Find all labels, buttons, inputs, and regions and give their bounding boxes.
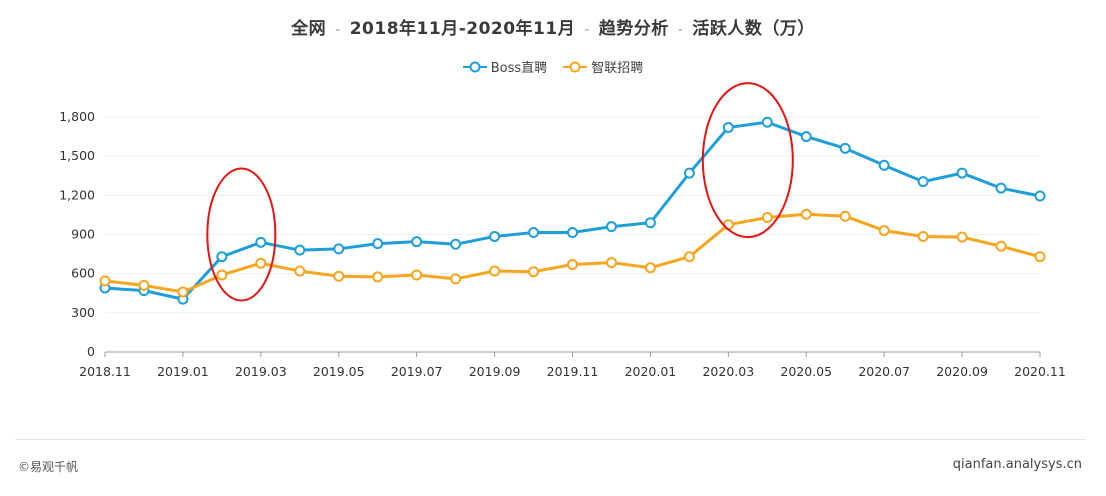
title-metric: 活跃人数（万） xyxy=(692,19,815,39)
data-point-boss xyxy=(683,167,695,179)
data-point-zhilian xyxy=(333,270,345,282)
data-point-zhilian xyxy=(878,225,890,237)
data-point-zhilian xyxy=(216,269,228,281)
data-point-boss xyxy=(644,217,656,229)
x-tick-label: 2020.11 xyxy=(1014,364,1066,379)
data-point-zhilian xyxy=(605,257,617,269)
data-point-zhilian xyxy=(839,210,851,222)
data-point-zhilian xyxy=(450,273,462,285)
data-point-boss xyxy=(372,238,384,250)
data-point-boss xyxy=(956,167,968,179)
y-tick-label: 0 xyxy=(87,344,95,359)
data-point-boss xyxy=(800,131,812,143)
data-point-boss xyxy=(722,121,734,133)
legend-item-boss[interactable]: Boss直聘 xyxy=(462,57,548,76)
legend-label-boss: Boss直聘 xyxy=(490,61,548,76)
data-point-zhilian xyxy=(99,275,111,287)
footer-divider xyxy=(15,439,1086,440)
data-point-boss xyxy=(450,238,462,250)
data-point-boss xyxy=(839,142,851,154)
data-point-zhilian xyxy=(294,265,306,277)
data-point-zhilian xyxy=(177,286,189,298)
y-tick-label: 900 xyxy=(71,227,95,242)
data-point-zhilian xyxy=(917,230,929,242)
title-separator: - xyxy=(584,22,590,38)
data-point-zhilian xyxy=(372,271,384,283)
data-point-boss xyxy=(333,243,345,255)
data-point-zhilian xyxy=(761,212,773,224)
data-point-boss xyxy=(605,221,617,233)
data-point-zhilian xyxy=(138,279,150,291)
legend-marker-zhilian-icon xyxy=(563,61,588,72)
annotation-ellipse-2019 xyxy=(206,167,277,302)
data-point-boss xyxy=(995,182,1007,194)
x-tick-label: 2020.09 xyxy=(936,364,988,379)
x-tick-label: 2020.01 xyxy=(625,364,677,379)
data-point-zhilian xyxy=(683,251,695,263)
x-tick-label: 2019.11 xyxy=(547,364,599,379)
data-point-zhilian xyxy=(255,257,267,269)
y-tick-label: 300 xyxy=(71,305,95,320)
data-point-boss xyxy=(528,227,540,239)
data-point-boss xyxy=(216,251,228,263)
data-point-boss xyxy=(1034,190,1046,202)
data-point-boss xyxy=(761,116,773,128)
data-point-boss xyxy=(567,227,578,239)
data-point-boss xyxy=(489,230,501,242)
series-line-boss xyxy=(104,120,1041,301)
data-point-zhilian xyxy=(1034,251,1046,263)
annotation-ellipse-2020 xyxy=(701,82,794,239)
legend-label-zhilian: 智联招聘 xyxy=(591,61,644,76)
data-point-boss xyxy=(878,159,890,171)
data-point-boss xyxy=(255,236,267,248)
x-tick-label: 2020.07 xyxy=(858,364,910,379)
title-separator: - xyxy=(677,22,684,38)
title-analysis: 趋势分析 xyxy=(598,19,669,39)
footer-source-link[interactable]: qianfan.analysys.cn xyxy=(952,457,1082,472)
y-tick-label: 1,500 xyxy=(59,148,95,163)
x-tick-label: 2020.03 xyxy=(702,364,754,379)
data-point-boss xyxy=(917,176,929,188)
legend-item-zhilian[interactable]: 智联招聘 xyxy=(563,57,643,76)
x-tick-label: 2019.07 xyxy=(391,364,443,379)
data-point-boss xyxy=(411,236,423,248)
x-tick-label: 2018.11 xyxy=(79,364,131,379)
title-period: 2018年11月-2020年11月 xyxy=(349,19,576,39)
line-chart: 0 300 600 900 1,200 1,500 1,800 2018.11 2019.01 2… xyxy=(59,82,1066,379)
data-point-zhilian xyxy=(489,265,501,277)
footer-copyright: ©易观千帆 xyxy=(18,460,79,474)
x-tick-label: 2019.01 xyxy=(157,364,209,379)
data-point-boss xyxy=(294,244,306,256)
x-tick-label: 2019.03 xyxy=(235,364,287,379)
chart-legend: Boss直聘 智联招聘 xyxy=(0,57,1106,77)
x-tick-label: 2020.05 xyxy=(780,364,832,379)
data-point-zhilian xyxy=(995,240,1007,252)
data-point-zhilian xyxy=(644,262,656,274)
data-point-zhilian xyxy=(411,269,423,281)
y-tick-label: 1,200 xyxy=(59,187,95,202)
title-scope: 全网 xyxy=(291,19,327,39)
data-point-zhilian xyxy=(800,208,812,220)
x-tick-label: 2019.09 xyxy=(469,364,521,379)
y-tick-label: 600 xyxy=(71,266,95,281)
data-point-zhilian xyxy=(956,231,968,243)
data-point-zhilian xyxy=(567,259,578,271)
chart-title: 全网 -2018年11月-2020年11月 - 趋势分析 - 活跃人数（万） xyxy=(0,14,1106,39)
title-separator: - xyxy=(335,22,341,38)
series-line-zhilian xyxy=(104,212,1041,294)
x-tick-label: 2019.05 xyxy=(313,364,365,379)
data-point-zhilian xyxy=(528,266,540,278)
y-tick-label: 1,800 xyxy=(59,109,95,124)
legend-marker-boss-icon xyxy=(462,61,487,72)
